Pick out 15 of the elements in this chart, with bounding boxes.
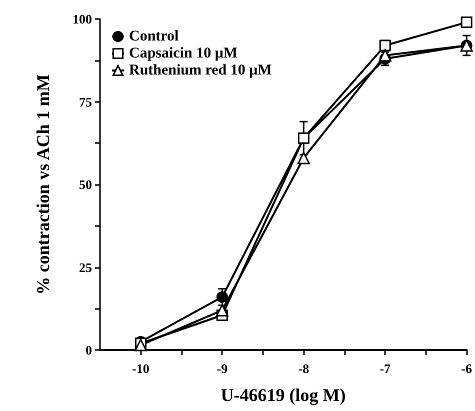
y-tick-label: 100 bbox=[72, 12, 92, 26]
legend-label: Capsaicin 10 μM bbox=[129, 46, 238, 62]
x-tick-label: -8 bbox=[298, 361, 310, 376]
x-tick-label: -6 bbox=[461, 361, 472, 376]
legend-label: Control bbox=[129, 28, 179, 44]
x-tick-label: -10 bbox=[132, 361, 150, 376]
legend-label: Ruthenium red 10 μM bbox=[129, 62, 272, 78]
y-axis-title: % contraction vs ACh 1 mM bbox=[33, 74, 53, 295]
y-tick-label: 75 bbox=[79, 94, 92, 110]
x-axis-title: U-46619 (log M) bbox=[220, 385, 346, 405]
y-tick-label: 50 bbox=[79, 177, 92, 192]
y-tick-label: 25 bbox=[79, 260, 92, 275]
x-tick-label: -9 bbox=[216, 361, 228, 376]
x-tick-label: -7 bbox=[380, 361, 392, 376]
y-tick-label: 0 bbox=[86, 342, 92, 358]
